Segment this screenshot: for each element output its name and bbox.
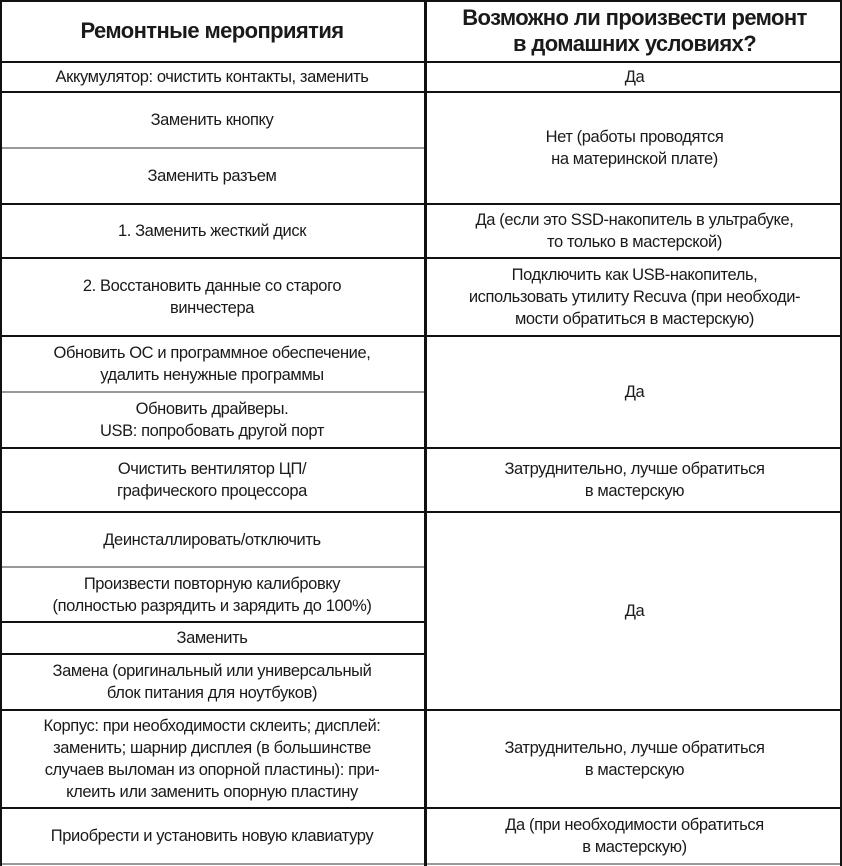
row-divider xyxy=(0,653,425,655)
table-cell-home-repair: Да xyxy=(624,68,645,86)
header-home-repair: Возможно ли произвести ремонт в домашних… xyxy=(462,5,807,56)
header-repair-actions: Ремонтные мероприятия xyxy=(80,18,345,43)
table-border xyxy=(840,0,842,866)
table-cell-action: Аккумулятор: очистить контакты, заменить xyxy=(55,68,369,86)
table-cell-action: Заменить кнопку xyxy=(150,111,274,129)
table-cell-action: Приобрести и установить новую клавиатуру xyxy=(50,827,374,845)
row-divider xyxy=(0,511,842,513)
row-divider xyxy=(0,391,424,393)
table-cell-action: 1. Заменить жесткий диск xyxy=(117,222,307,240)
row-divider xyxy=(0,147,424,149)
row-divider xyxy=(0,91,842,93)
table-cell-home-repair: Затруднительно, лучше обратиться в масте… xyxy=(504,739,765,779)
table-cell-home-repair: Затруднительно, лучше обратиться в масте… xyxy=(504,460,765,500)
table-cell-action: Заменить разъем xyxy=(147,167,277,185)
table-cell-action: Заменить xyxy=(176,629,248,647)
table-cell-action: Обновить драйверы. USB: попробовать друг… xyxy=(99,400,325,440)
row-divider xyxy=(0,61,842,63)
table-cell-home-repair: Да (если это SSD-накопитель в ультрабуке… xyxy=(475,211,794,251)
row-divider xyxy=(0,203,842,205)
table-cell-action: Обновить ОС и программное обеспечение, у… xyxy=(53,344,371,384)
table-border xyxy=(0,0,842,2)
table-cell-home-repair: Да (при необходимости обратиться в масте… xyxy=(505,816,764,856)
table-cell-action: Корпус: при необходимости склеить; диспл… xyxy=(43,717,381,801)
table-cell-action: Произвести повторную калибровку (полност… xyxy=(52,574,372,615)
row-divider xyxy=(0,709,842,711)
table-cell-action: Очистить вентилятор ЦП/ графического про… xyxy=(117,460,307,500)
column-divider xyxy=(424,0,427,866)
table-cell-action: Деинсталлировать/отключить xyxy=(103,530,321,549)
table-cell-home-repair: Да xyxy=(624,383,645,401)
row-divider xyxy=(0,335,842,337)
table-cell-action: Замена (оригинальный или универсальный б… xyxy=(52,662,372,702)
table-border xyxy=(0,863,842,865)
row-divider xyxy=(0,447,842,449)
table-border xyxy=(0,0,2,866)
row-divider xyxy=(0,807,842,809)
table-cell-home-repair: Да xyxy=(624,602,645,620)
table-cell-action: 2. Восстановить данные со старого винчес… xyxy=(82,277,342,317)
row-divider xyxy=(0,621,425,623)
table-cell-home-repair: Нет (работы проводятся на материнской пл… xyxy=(545,128,724,168)
row-divider xyxy=(0,566,424,568)
table-cell-home-repair: Подключить как USB-накопитель, использов… xyxy=(468,266,801,328)
row-divider xyxy=(0,257,842,259)
